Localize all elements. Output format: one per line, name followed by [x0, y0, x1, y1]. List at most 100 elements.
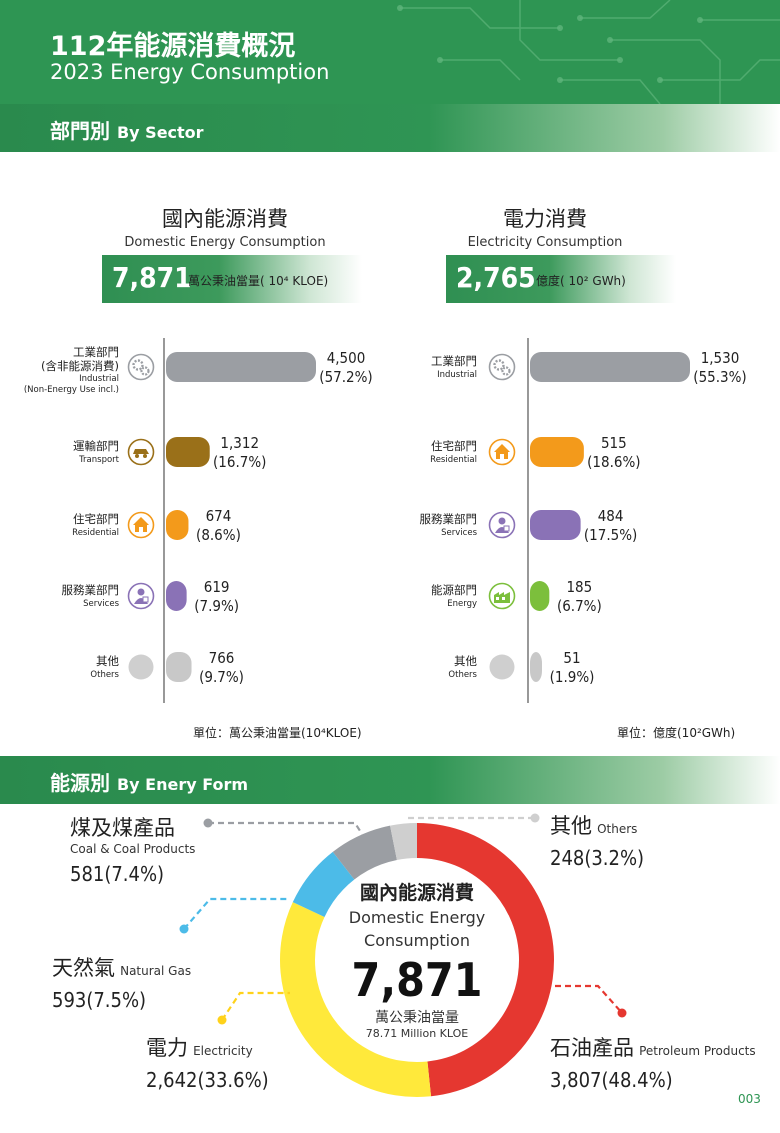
- donut-slice-others: [390, 823, 417, 860]
- gears-icon: [488, 353, 516, 381]
- electricity-title-en: Electricity Consumption: [467, 235, 623, 250]
- section-title-zh: 部門別: [50, 119, 110, 143]
- service-person-icon: [488, 511, 516, 539]
- domestic-bar: [166, 652, 192, 682]
- callout-natural-gas: 天然氣 Natural Gas 593(7.5%): [52, 952, 191, 1012]
- electricity-value-label: 1,530: [701, 349, 740, 367]
- service-person-icon: [127, 582, 155, 610]
- electricity-percent-label: (6.7%): [557, 597, 602, 615]
- section-bar-by-energy-form: 能源別 By Enery Form: [0, 756, 780, 804]
- electricity-category-label: 服務業部門: [420, 512, 478, 526]
- electricity-total-unit: 億度( 10² GWh): [536, 274, 626, 288]
- house-icon: [488, 438, 516, 466]
- domestic-category-en: Industrial: [79, 374, 119, 384]
- donut-center-total: 7,871: [351, 953, 483, 1007]
- domestic-bar: [166, 581, 187, 611]
- callout-electricity-en: Electricity: [193, 1044, 253, 1058]
- electricity-category-en: Residential: [430, 455, 477, 465]
- electricity-value-label: 515: [601, 434, 627, 452]
- callout-coal-value: 581(7.4%): [70, 862, 165, 886]
- donut-center-label: 國內能源消費 Domestic Energy Consumption 7,871…: [340, 878, 494, 1040]
- domestic-category-label: 運輸部門: [73, 439, 119, 453]
- domestic-category-en-2: (Non-Energy Use incl.): [24, 385, 119, 395]
- callout-coal-en: Coal & Coal Products: [70, 842, 196, 856]
- electricity-bar: [530, 437, 584, 467]
- car-icon: [127, 438, 155, 466]
- domestic-bar-chart: 工業部門(含非能源消費)Industrial(Non-Energy Use in…: [24, 338, 373, 703]
- domestic-percent-label: (9.7%): [199, 668, 244, 686]
- gears-icon: [127, 353, 155, 381]
- electricity-value-label: 185: [566, 578, 592, 596]
- electricity-value-label: 51: [563, 649, 580, 667]
- callout-gas-zh: 天然氣: [52, 956, 115, 980]
- domestic-title-zh: 國內能源消費: [162, 207, 288, 231]
- domestic-unit-footnote: 單位：萬公秉油當量(10⁴KLOE): [193, 726, 362, 740]
- electricity-bar: [530, 652, 542, 682]
- callout-petroleum: 石油產品 Petroleum Products 3,807(48.4%): [550, 1032, 756, 1092]
- domestic-category-en: Services: [83, 599, 119, 609]
- callout-electricity: 電力 Electricity 2,642(33.6%): [146, 1032, 269, 1092]
- domestic-value-label: 619: [204, 578, 230, 596]
- electricity-total-bar: 2,765 億度( 10² GWh): [446, 255, 676, 303]
- electricity-category-label: 工業部門: [431, 354, 477, 368]
- donut-center-unit-en: 78.71 Million KLOE: [365, 1027, 469, 1040]
- domestic-percent-label: (7.9%): [194, 597, 239, 615]
- donut-slice-petroleum-products: [417, 823, 554, 1097]
- domestic-bar: [166, 510, 189, 540]
- section2-title-en: By Enery Form: [116, 775, 249, 794]
- electricity-percent-label: (17.5%): [584, 526, 637, 544]
- others-circle-icon: [489, 654, 515, 680]
- electricity-unit-footnote: 單位：億度(10²GWh): [617, 726, 736, 740]
- domestic-category-label: 其他: [96, 654, 119, 668]
- leader-line-coal-dot: [203, 818, 213, 828]
- electricity-category-en: Industrial: [437, 370, 477, 380]
- factory-icon: [488, 582, 516, 610]
- domestic-total-bar: 7,871 萬公秉油當量( 10⁴ KLOE): [102, 255, 362, 303]
- section-bar-by-sector: 部門別 By Sector: [0, 104, 780, 152]
- callout-others-en: Others: [597, 822, 638, 836]
- donut-center-unit: 萬公秉油當量: [375, 1010, 459, 1026]
- donut-slice-electricity: [279, 902, 432, 1097]
- domestic-category-en: Residential: [72, 528, 119, 538]
- domestic-category-label: 工業部門: [73, 345, 119, 359]
- electricity-total-value: 2,765: [456, 261, 536, 294]
- donut-slice-natural-gas: [292, 851, 355, 917]
- page-title: 112年能源消費概況: [50, 31, 296, 62]
- electricity-category-label: 能源部門: [431, 583, 477, 597]
- domestic-title-en: Domestic Energy Consumption: [124, 235, 326, 250]
- domestic-value-label: 674: [206, 507, 232, 525]
- electricity-bar: [530, 352, 690, 382]
- electricity-category-label: 住宅部門: [431, 439, 477, 453]
- domestic-value-label: 1,312: [220, 434, 259, 452]
- callout-petroleum-en: Petroleum Products: [639, 1044, 756, 1058]
- electricity-percent-label: (18.6%): [587, 453, 640, 471]
- electricity-category-en: Services: [441, 528, 477, 538]
- leader-line-electricity-dot: [217, 1015, 227, 1025]
- callout-gas-value: 593(7.5%): [52, 988, 147, 1012]
- donut-slice-coal-coal-products: [332, 825, 397, 880]
- electricity-bar: [530, 510, 581, 540]
- donut-center-en-2: Consumption: [364, 931, 470, 950]
- domestic-category-label: 服務業部門: [62, 583, 120, 597]
- electricity-title-zh: 電力消費: [503, 207, 587, 231]
- circuit-pattern-decoration: [397, 0, 780, 104]
- page-subtitle: 2023 Energy Consumption: [50, 60, 330, 84]
- callout-electricity-zh: 電力: [146, 1036, 188, 1060]
- electricity-value-label: 484: [598, 507, 624, 525]
- page-number: 003: [738, 1092, 761, 1106]
- domestic-category-en: Transport: [78, 455, 120, 465]
- leader-line-others-dot: [530, 813, 540, 823]
- leader-line-coal: [208, 821, 363, 835]
- header-banner: 112年能源消費概況 2023 Energy Consumption: [0, 0, 780, 104]
- leader-line-electricity: [221, 991, 290, 1021]
- callout-coal-zh: 煤及煤產品: [70, 816, 175, 840]
- callout-others-zh: 其他: [550, 814, 592, 838]
- callout-petroleum-value: 3,807(48.4%): [550, 1068, 673, 1092]
- domestic-percent-label: (57.2%): [319, 368, 372, 386]
- callout-others: 其他 Others 248(3.2%): [550, 810, 644, 870]
- electricity-heading: 電力消費 Electricity Consumption: [440, 203, 650, 250]
- domestic-value-label: 766: [209, 649, 235, 667]
- electricity-bar-chart: 工業部門 Industrial 1,530(55.3%) 住宅部門 Residentia…: [420, 338, 747, 703]
- others-circle-icon: [128, 654, 154, 680]
- electricity-category-en: Energy: [447, 599, 477, 609]
